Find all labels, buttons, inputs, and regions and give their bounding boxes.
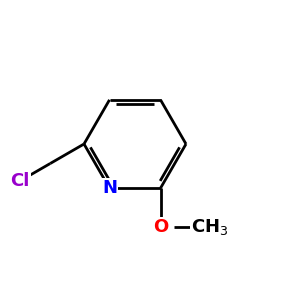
- Text: O: O: [153, 218, 168, 236]
- Text: Cl: Cl: [11, 172, 30, 190]
- Text: N: N: [102, 179, 117, 197]
- Text: CH$_3$: CH$_3$: [191, 217, 229, 237]
